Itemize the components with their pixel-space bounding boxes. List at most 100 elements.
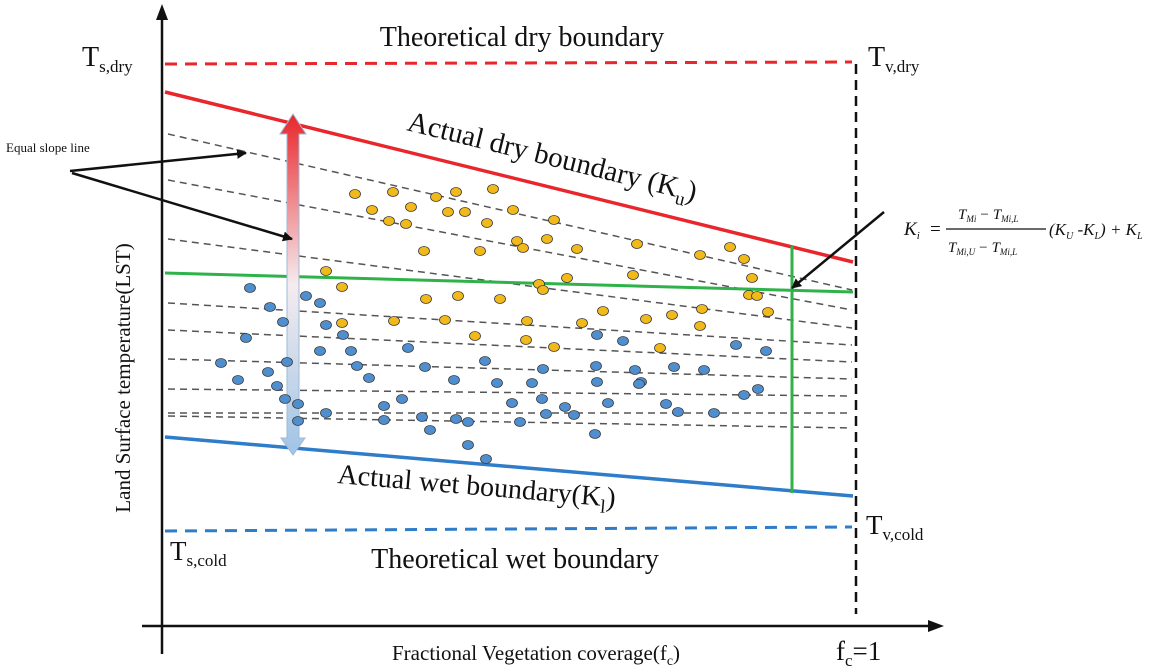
yellow-scatter-point [666, 310, 678, 320]
blue-scatter-point [378, 415, 390, 425]
y-axis-label: Land Surface temperature(LST) [111, 243, 135, 512]
yellow-scatter-point [751, 291, 763, 301]
blue-scatter-point [730, 340, 742, 350]
blue-scatter-point [416, 412, 428, 422]
yellow-scatter-point [388, 316, 400, 326]
blue-scatter-point [292, 416, 304, 426]
blue-scatter-point [540, 409, 552, 419]
blue-scatter-point [738, 390, 750, 400]
ts-cold-main: T [170, 536, 187, 566]
equal-slope-line [167, 238, 853, 329]
blue-scatter-point [396, 394, 408, 404]
yellow-scatter-point [654, 343, 666, 353]
fc-subscript: c [845, 651, 853, 668]
yellow-scatter-point [548, 215, 560, 225]
yellow-scatter-point [511, 236, 523, 246]
yellow-scatter-point [694, 321, 706, 331]
blue-scatter-point [506, 398, 518, 408]
yellow-scatter-point [517, 243, 529, 253]
yellow-scatter-point [387, 187, 399, 197]
yellow-scatter-point [548, 342, 560, 352]
ki-formula: Ki = TMi − TMi,L TMi,U − TMi,L (KU -KL) + KL [903, 207, 1143, 257]
blue-scatter-point [672, 407, 684, 417]
tv-dry-label: Tv,dry [868, 42, 920, 76]
actual-dry-label: Actual dry boundary (Ku) [403, 106, 700, 213]
blue-scatter-point [491, 378, 503, 388]
formula-pointer-arrow [791, 211, 885, 289]
blue-scatter-point [536, 394, 548, 404]
yellow-scatter-point [439, 315, 451, 325]
yellow-scatter-point [320, 266, 332, 276]
x-axis-arrowhead [928, 620, 944, 632]
yellow-scatter-point [400, 219, 412, 229]
yellow-scatter-point [469, 331, 481, 341]
blue-scatter-point [526, 378, 538, 388]
fc-equals-one-label: fc=1 [836, 636, 881, 668]
actual-wet-boundary-line [164, 435, 854, 498]
yellow-scatter-point [537, 285, 549, 295]
x-axis-close: ) [673, 641, 680, 665]
blue-scatter-point [633, 379, 645, 389]
yellow-scatter-point [450, 187, 462, 197]
yellow-scatter-point [405, 202, 417, 212]
blue-scatter-point [450, 414, 462, 424]
actual-wet-close: ) [605, 482, 617, 514]
formula-lhs: Ki [903, 219, 920, 242]
blue-scatter-point [424, 425, 436, 435]
blue-scatter-point [448, 375, 460, 385]
fc-main: f [836, 636, 845, 666]
blue-scatter-point [752, 384, 764, 394]
actual-wet-label: Actual wet boundary(Kl) [336, 459, 617, 519]
blue-scatter-point [244, 283, 256, 293]
yellow-scatter-point [520, 335, 532, 345]
yellow-scatter-point [746, 273, 758, 283]
tv-cold-label: Tv,cold [866, 510, 924, 544]
blue-scatter-point [760, 346, 772, 356]
yellow-scatter-point [507, 205, 519, 215]
yellow-scatter-point [420, 294, 432, 304]
theoretical-wet-label: Theoretical wet boundary [371, 544, 659, 575]
blue-scatter-point [402, 343, 414, 353]
ts-dry-subscript: s,dry [99, 57, 133, 76]
actual-wet-text: Actual wet boundary(K [336, 459, 602, 512]
blue-scatter-point [363, 373, 375, 383]
ts-dry-label: Ts,dry [82, 42, 133, 76]
theoretical-wet-line [164, 525, 853, 533]
ts-cold-subscript: s,cold [187, 551, 228, 570]
x-axis-subscript: c [667, 654, 673, 668]
blue-scatter-point [590, 361, 602, 371]
yellow-scatter-point [430, 192, 442, 202]
blue-scatter-point [345, 346, 357, 356]
blue-scatter-point [279, 394, 291, 404]
blue-scatter-point [668, 362, 680, 372]
yellow-scatter-point [762, 307, 774, 317]
blue-scatter-point [264, 302, 276, 312]
blue-scatter-point [629, 365, 641, 375]
blue-scatter-point [479, 356, 491, 366]
blue-scatter-point [262, 367, 274, 377]
yellow-scatter-point [576, 318, 588, 328]
yellow-scatter-point [487, 184, 499, 194]
blue-scatter-point [708, 408, 720, 418]
yellow-scatter-point [336, 282, 348, 292]
yellow-scatter-point [366, 205, 378, 215]
yellow-scatter-point [631, 239, 643, 249]
yellow-scatter-point [696, 304, 708, 314]
ts-cold-label: Ts,cold [170, 536, 227, 570]
yellow-scatter-point [640, 314, 652, 324]
formula-numerator: TMi − TMi,L [958, 207, 1018, 224]
blue-scatter-point [559, 402, 571, 412]
equal-slope-pointer-arrow [71, 171, 293, 242]
actual-wet-subscript: l [599, 497, 606, 518]
equal-slope-line [167, 329, 853, 363]
blue-scatter-point [602, 398, 614, 408]
blue-scatter-point [320, 408, 332, 418]
blue-scatter-point [314, 346, 326, 356]
yellow-scatter-point [738, 254, 750, 264]
yellow-scatter-point [481, 218, 493, 228]
blue-scatter-point [314, 298, 326, 308]
tv-cold-subscript: v,cold [883, 525, 924, 544]
blue-scatter-point [617, 336, 629, 346]
blue-scatter-point [589, 429, 601, 439]
